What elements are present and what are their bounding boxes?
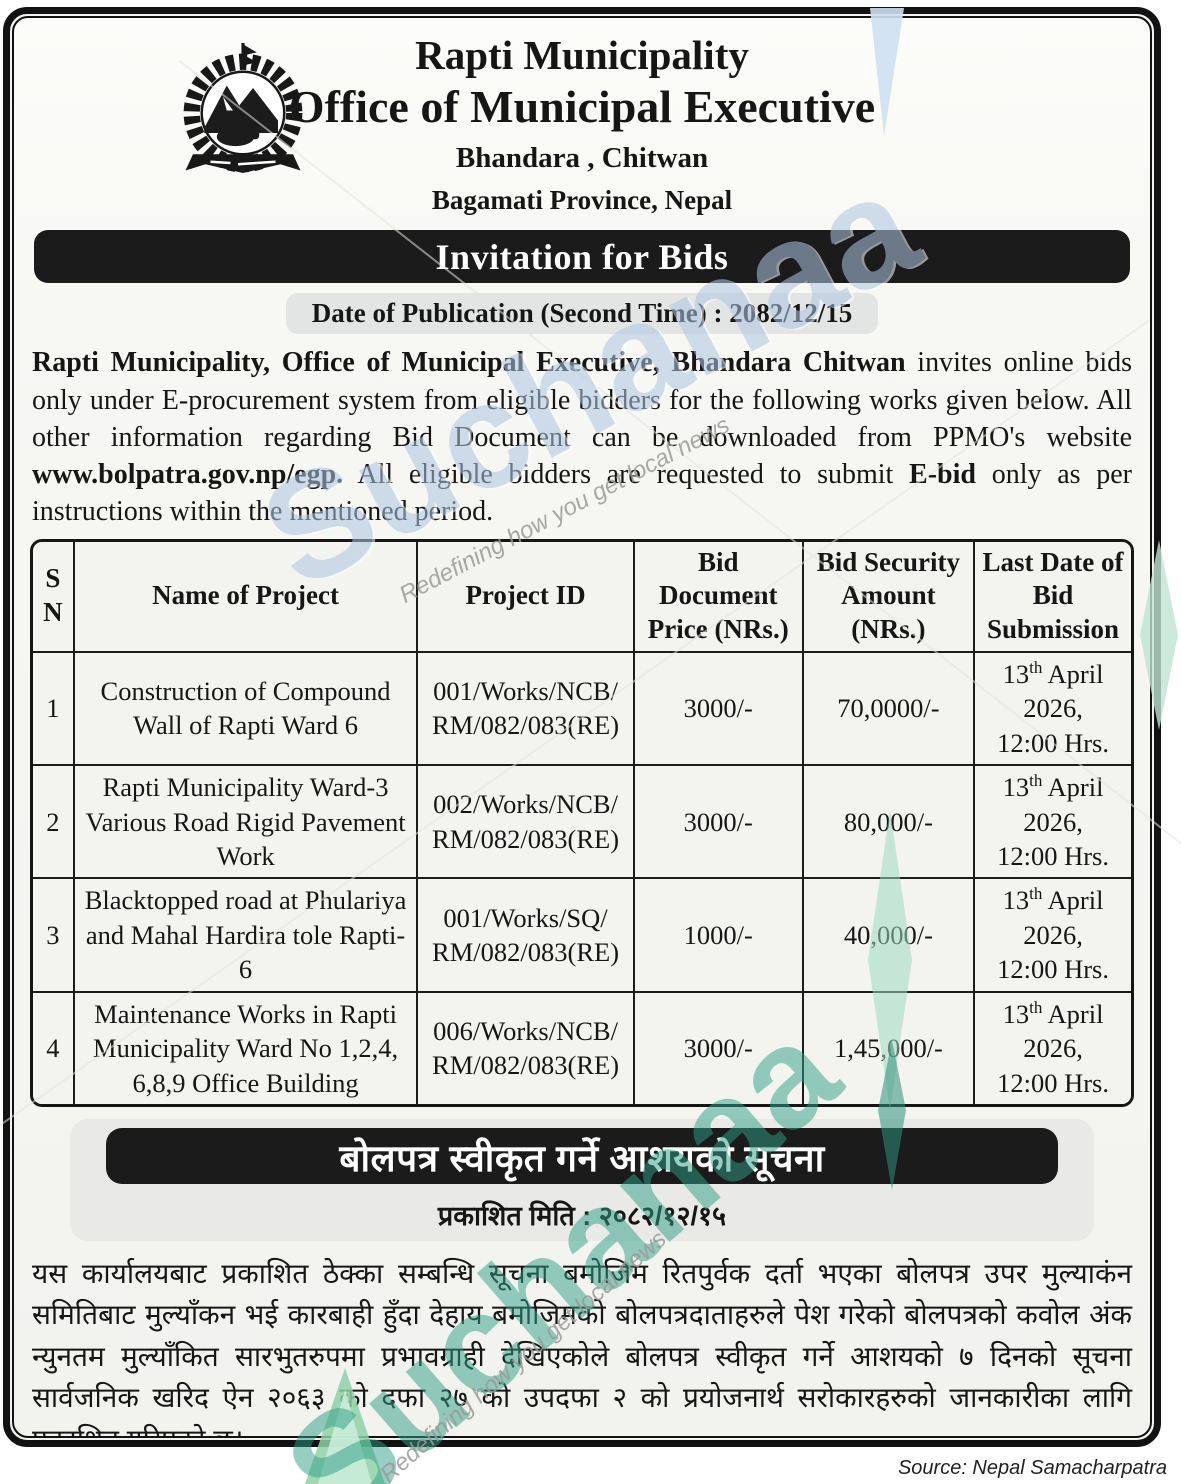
cell-project-id: 006/Works/NCB/ RM/082/083(RE) [418, 992, 635, 1104]
intent-to-award-banner: बोलपत्र स्वीकृत गर्ने आशयको सूचना [106, 1128, 1058, 1184]
cell-project-name: Blacktopped road at Phulariya and Mahal … [74, 879, 419, 993]
date-day: 13 [1002, 998, 1030, 1029]
cell-project-id: 001/Works/SQ/ RM/082/083(RE) [418, 879, 635, 993]
cell-project-name: Rapti Municipality Ward-3 Various Road R… [74, 766, 419, 880]
source-credit: Source: Nepal Samacharpatra [897, 1457, 1167, 1479]
col-name-of-project: Name of Project [74, 541, 419, 653]
table-row: 4 Maintenance Works in Rapti Municipalit… [33, 992, 1131, 1104]
document-border: Rapti Municipality Office of Municipal E… [3, 7, 1161, 1447]
col-last-date: Last Date of Bid Submission [975, 541, 1131, 653]
date-time: 12:00 Hrs. [997, 1067, 1109, 1098]
table-header-row: S N Name of Project Project ID Bid Docum… [33, 541, 1131, 653]
cell-security: 40,000/- [803, 879, 976, 993]
nepali-notice-body: यस कार्यालयबाट प्रकाशित ठेक्का सम्बन्धि … [32, 1258, 1132, 1436]
cell-project-name: Construction of Compound Wall of Rapti W… [74, 652, 419, 767]
date-ordinal: th [1029, 884, 1043, 904]
table-row: 2 Rapti Municipality Ward-3 Various Road… [33, 766, 1131, 880]
intent-to-award-band: बोलपत्र स्वीकृत गर्ने आशयको सूचना प्रकाश… [70, 1119, 1094, 1241]
cell-price: 3000/- [634, 766, 804, 880]
cell-last-date: 13th April 2026, 12:00 Hrs. [975, 879, 1131, 993]
document-body: Rapti Municipality Office of Municipal E… [12, 16, 1152, 1438]
table-row: 1 Construction of Compound Wall of Rapti… [33, 652, 1131, 767]
date-day: 13 [1002, 885, 1030, 916]
invitation-for-bids-table: S N Name of Project Project ID Bid Docum… [30, 538, 1134, 1107]
col-sn: S N [33, 541, 75, 653]
cell-last-date: 13th April 2026, 12:00 Hrs. [975, 652, 1131, 767]
cell-price: 3000/- [634, 992, 804, 1104]
cell-project-id: 002/Works/NCB/ RM/082/083(RE) [418, 766, 635, 880]
date-time: 12:00 Hrs. [997, 840, 1109, 871]
cell-security: 80,000/- [803, 766, 976, 880]
col-bid-document-price: Bid Document Price (NRs.) [634, 541, 804, 653]
date-ordinal: th [1029, 997, 1043, 1017]
invitation-banner-title: Invitation for Bids [435, 236, 729, 277]
cell-price: 3000/- [634, 652, 804, 767]
municipality-emblem-logo [183, 43, 303, 173]
date-time: 12:00 Hrs. [997, 727, 1109, 758]
cell-sn: 2 [33, 766, 75, 880]
publication-date: Date of Publication (Second Time) : 2082… [285, 293, 879, 335]
intro-paragraph: Rapti Municipality, Office of Municipal … [32, 347, 1132, 528]
cell-sn: 4 [33, 992, 75, 1104]
date-time: 12:00 Hrs. [997, 954, 1109, 985]
date-ordinal: th [1029, 657, 1043, 677]
table-row: 3 Blacktopped road at Phulariya and Maha… [33, 879, 1131, 993]
cell-last-date: 13th April 2026, 12:00 Hrs. [975, 992, 1131, 1104]
invitation-banner: Invitation for Bids [34, 230, 1130, 284]
cell-sn: 3 [33, 879, 75, 993]
date-day: 13 [1002, 658, 1030, 689]
nepali-publication-date: प्रकाशित मिति : २०८२/१२/१५ [437, 1201, 727, 1231]
intent-banner-title: बोलपत्र स्वीकृत गर्ने आशयको सूचना [339, 1137, 825, 1179]
date-day: 13 [1002, 772, 1030, 803]
cell-project-name: Maintenance Works in Rapti Municipality … [74, 992, 419, 1104]
cell-security: 70,0000/- [803, 652, 976, 767]
cell-project-id: 001/Works/NCB/ RM/082/083(RE) [418, 652, 635, 767]
address-line-2: Bagamati Province, Nepal [431, 185, 733, 216]
cell-last-date: 13th April 2026, 12:00 Hrs. [975, 766, 1131, 880]
cell-security: 1,45,000/- [803, 992, 976, 1104]
col-project-id: Project ID [418, 541, 635, 653]
cell-sn: 1 [33, 652, 75, 767]
cell-price: 1000/- [634, 879, 804, 993]
letterhead: Rapti Municipality Office of Municipal E… [30, 32, 1134, 216]
col-bid-security-amount: Bid Security Amount (NRs.) [803, 541, 976, 653]
date-ordinal: th [1029, 771, 1043, 791]
